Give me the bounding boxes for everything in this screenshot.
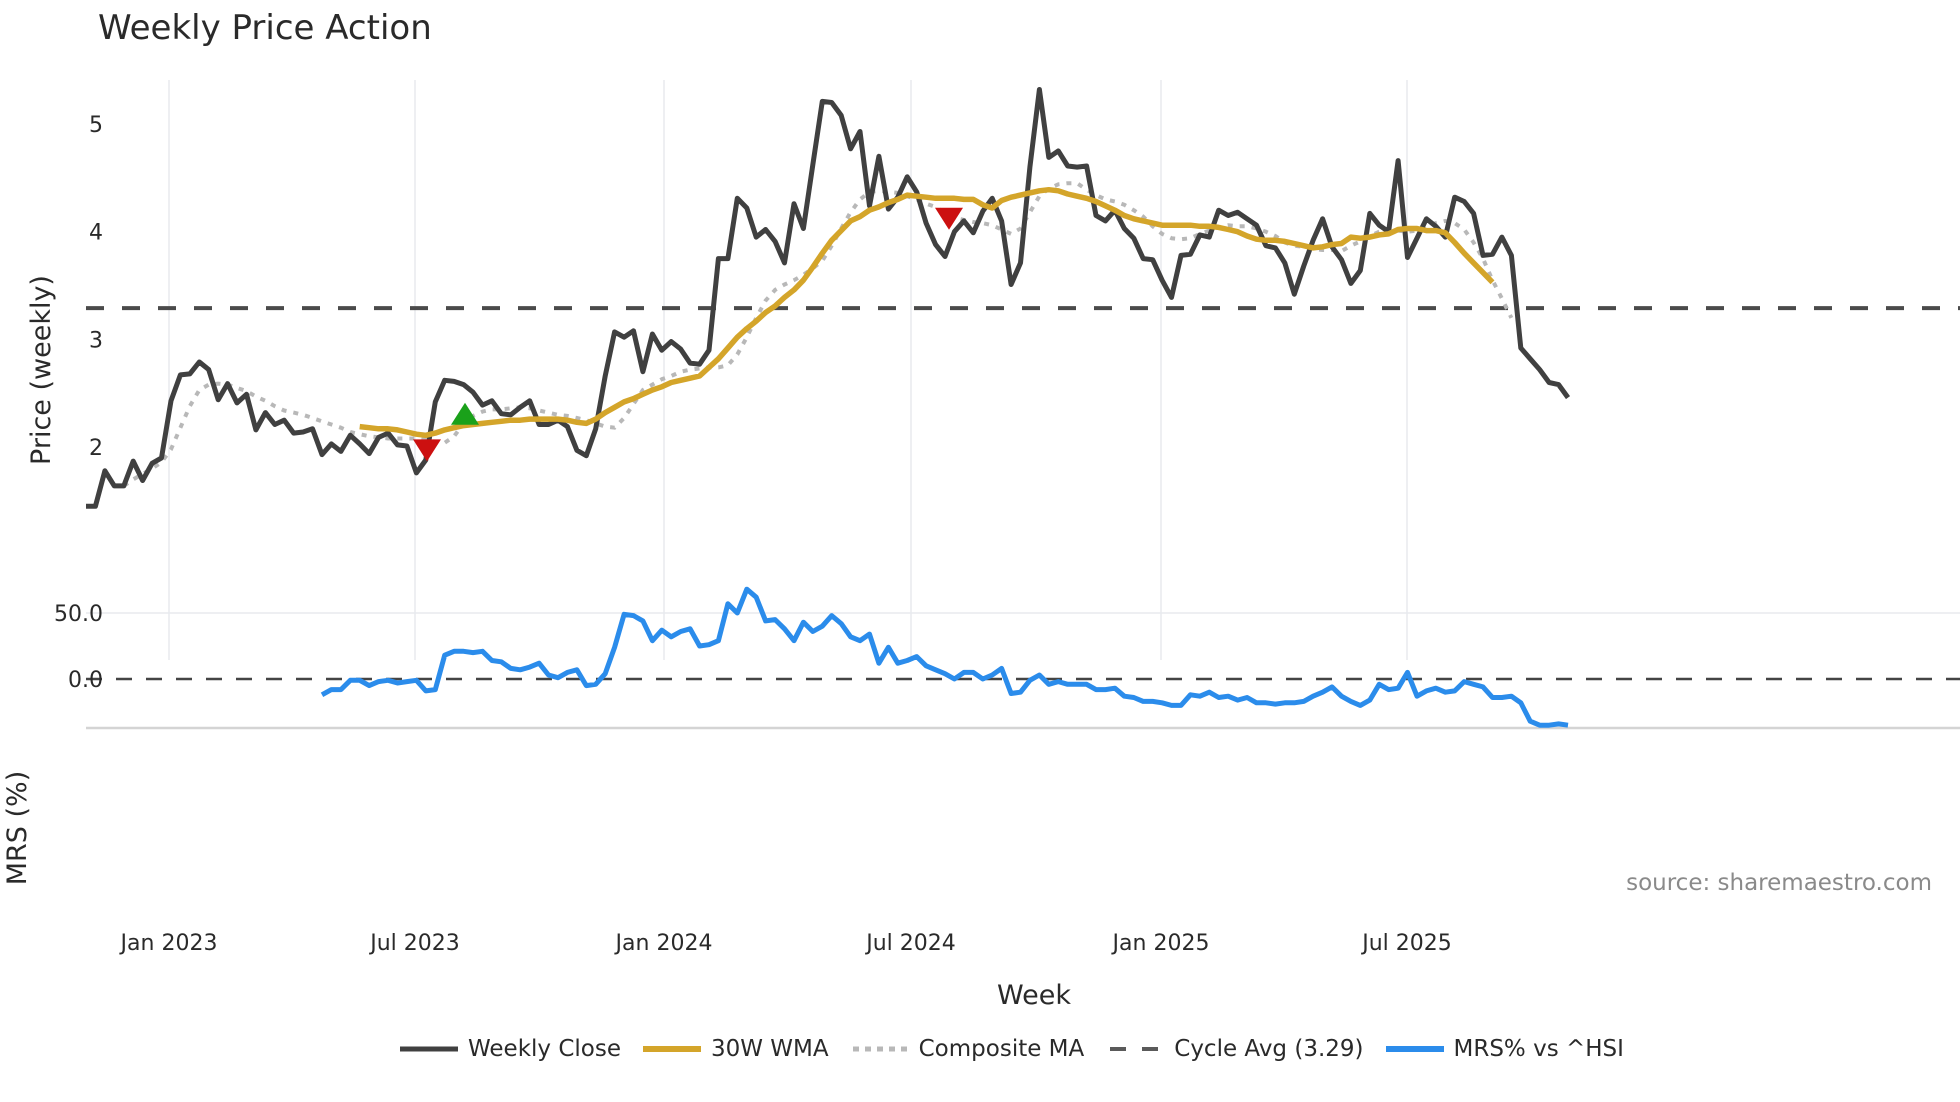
composite-ma-line <box>122 181 1514 488</box>
sell-signal-icon <box>935 207 963 230</box>
source-watermark: source: sharemaestro.com <box>1626 870 1932 896</box>
chart-title: Weekly Price Action <box>98 8 432 48</box>
price-panel <box>86 87 1960 509</box>
x-tick-label: Jul 2023 <box>368 931 460 956</box>
axis-ticks: Jan 2023 Jul 2023 Jan 2024 Jul 2024 Jan 2025… <box>54 113 1452 956</box>
sell-signal-icon <box>413 439 441 462</box>
legend-label: 30W WMA <box>710 1036 829 1062</box>
x-tick-label: Jan 2023 <box>119 931 218 956</box>
solid-line-icon <box>1385 1046 1444 1052</box>
weekly-close-line <box>86 87 1571 509</box>
y-tick-label: 2 <box>89 436 103 461</box>
solid-line-icon <box>400 1046 458 1052</box>
mrs-y-tick-label: 0.0 <box>68 668 103 693</box>
legend-label: Weekly Close <box>468 1036 621 1062</box>
x-tick-label: Jan 2025 <box>1111 931 1210 956</box>
y-tick-label: 4 <box>89 221 103 246</box>
mrs-y-axis-title: MRS (%) <box>2 771 33 886</box>
legend-item-cycle-avg[interactable]: Cycle Avg (3.29) <box>1106 1036 1364 1062</box>
wma-30w-line <box>359 186 1495 439</box>
x-tick-label: Jul 2025 <box>1360 931 1452 956</box>
y-tick-label: 3 <box>89 328 103 353</box>
legend-item-mrs[interactable]: MRS% vs ^HSI <box>1385 1036 1624 1062</box>
legend-label: Cycle Avg (3.29) <box>1174 1036 1364 1062</box>
y-tick-label: 5 <box>89 113 103 138</box>
legend: Weekly Close 30W WMA Composite MA Cycle … <box>400 1036 1624 1062</box>
x-axis-title: Week <box>997 980 1071 1011</box>
legend-item-weekly-close[interactable]: Weekly Close <box>400 1036 621 1062</box>
solid-line-icon <box>642 1046 701 1052</box>
mrs-line <box>320 586 1569 728</box>
price-y-axis-title: Price (weekly) <box>26 275 57 465</box>
dashed-line-icon <box>1110 1047 1165 1051</box>
buy-signal-icon <box>451 402 479 425</box>
legend-label: MRS% vs ^HSI <box>1453 1036 1624 1062</box>
mrs-panel <box>86 586 1960 728</box>
grid-lines <box>86 80 1960 730</box>
legend-label: Composite MA <box>918 1036 1085 1062</box>
x-tick-label: Jul 2024 <box>864 931 956 956</box>
legend-item-composite-ma[interactable]: Composite MA <box>851 1036 1085 1062</box>
x-tick-label: Jan 2024 <box>614 931 713 956</box>
legend-item-30w-wma[interactable]: 30W WMA <box>642 1036 829 1062</box>
dotted-line-icon <box>852 1046 909 1052</box>
mrs-y-tick-label: 50.0 <box>54 602 103 627</box>
